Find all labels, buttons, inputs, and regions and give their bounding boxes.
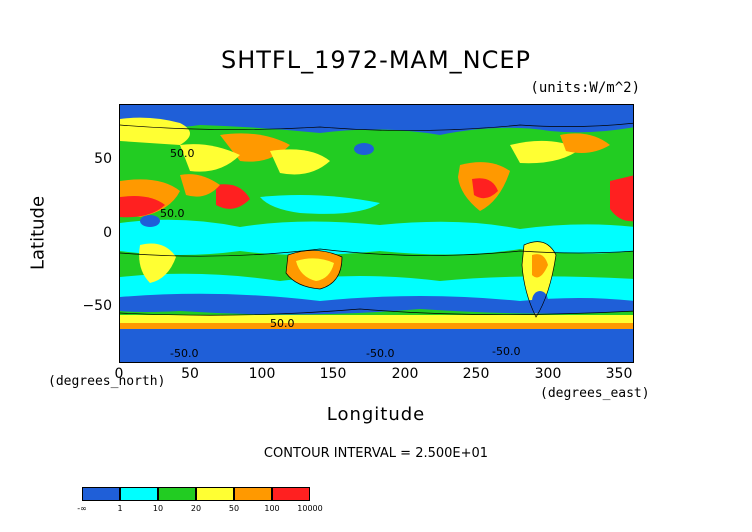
x-axis-label: Longitude	[326, 404, 426, 425]
legend-label: 20	[190, 504, 202, 513]
y-tick-label: −50	[82, 298, 112, 314]
legend-swatch	[82, 487, 120, 501]
x-tick-label: 300	[534, 366, 562, 382]
contour-label: -50.0	[170, 347, 198, 360]
units-label: (units:W/m^2)	[530, 80, 640, 96]
y-tick-label: 50	[94, 151, 112, 167]
x-tick-label: 0	[114, 366, 124, 382]
contour-interval-text: CONTOUR INTERVAL = 2.500E+01	[263, 446, 489, 461]
contour-label: -50.0	[492, 345, 520, 358]
legend-label: 100	[264, 504, 280, 513]
legend-swatch	[158, 487, 196, 501]
legend-swatch	[196, 487, 234, 501]
x-tick-label: 100	[248, 366, 276, 382]
heat-flux-map: -50.0 -50.0 50.0 50.0 50.0 -50.0	[119, 104, 634, 363]
x-tick-label: 350	[605, 366, 633, 382]
y-axis-unit: (degrees_north)	[48, 374, 166, 389]
legend-swatch	[234, 487, 272, 501]
x-tick-label: 200	[391, 366, 419, 382]
x-axis-unit: (degrees_east)	[540, 386, 650, 401]
contour-label: 50.0	[270, 317, 295, 330]
y-tick-label: 0	[103, 225, 112, 241]
map-title: SHTFL_1972-MAM_NCEP	[220, 46, 532, 74]
x-tick-label: 50	[181, 366, 199, 382]
y-axis-label: Latitude	[27, 195, 49, 271]
contour-label: -50.0	[366, 347, 394, 360]
legend-label: 10000	[297, 504, 323, 513]
legend-label: 50	[228, 504, 240, 513]
contour-label: 50.0	[170, 147, 195, 160]
legend-label: 10	[152, 504, 164, 513]
legend-label: 1	[117, 504, 123, 513]
legend-swatch	[272, 487, 310, 501]
x-tick-label: 250	[462, 366, 490, 382]
legend-label: -∞	[77, 504, 87, 513]
legend-swatch	[120, 487, 158, 501]
contour-label: 50.0	[160, 207, 185, 220]
x-tick-label: 150	[319, 366, 347, 382]
map-plot: -50.0 -50.0 50.0 50.0 50.0 -50.0	[120, 105, 633, 362]
